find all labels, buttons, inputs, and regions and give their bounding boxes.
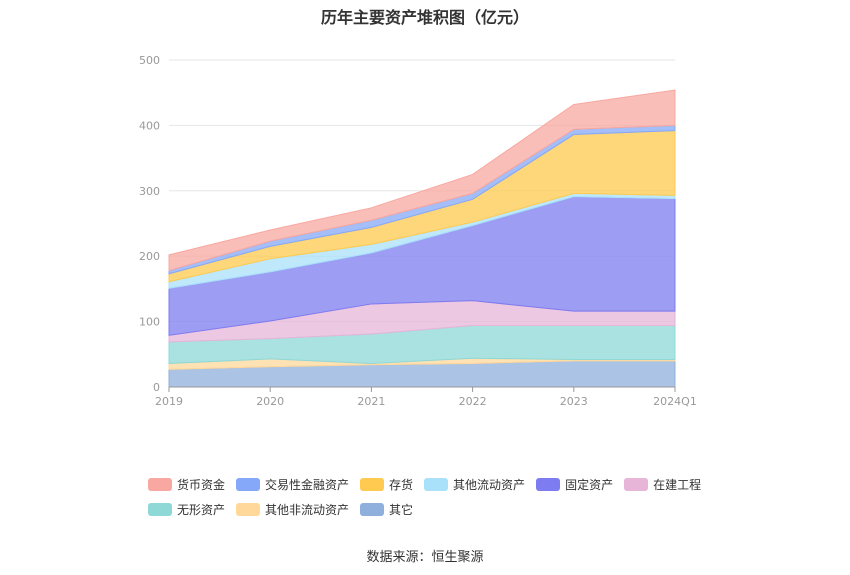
legend-label: 货币资金 [177,478,226,492]
legend-swatch [236,503,261,516]
legend-item[interactable]: 货币资金 [148,476,225,493]
legend-label: 其他流动资产 [453,478,526,492]
legend-item[interactable]: 无形资产 [148,501,225,518]
legend-swatch [148,503,172,516]
legend-swatch [148,478,172,491]
legend-swatch [360,503,385,516]
legend-item[interactable]: 交易性金融资产 [236,476,349,493]
legend-label: 存货 [389,478,414,492]
x-tick-label: 2020 [256,395,284,408]
legend-label: 固定资产 [565,478,614,492]
legend-label: 其他非流动资产 [265,503,350,517]
area-series-8 [168,89,676,272]
axes: 0 100 200 300 400 500 2019 2020 2021 2022 2023 2024… [139,54,697,408]
legend-label: 无形资产 [177,503,226,517]
area-series [168,89,676,388]
legend-swatch [236,478,261,491]
x-tick-label: 2021 [357,395,385,408]
legend-item[interactable]: 存货 [360,476,413,493]
legend-item[interactable]: 固定资产 [536,476,613,493]
legend-item[interactable]: 其他流动资产 [424,476,525,493]
y-tick-label: 100 [139,316,160,329]
legend-row: 货币资金 交易性金融资产 存货 其他流动资产 固定资产 在建工程 [148,472,748,497]
legend-item[interactable]: 在建工程 [624,476,701,493]
legend-row: 无形资产 其他非流动资产 其它 [148,497,748,522]
data-source-note: 数据来源：恒生聚源 [366,550,484,565]
legend-item[interactable]: 其他非流动资产 [236,501,349,518]
chart-title: 历年主要资产堆积图（亿元） [320,8,529,27]
y-tick-label: 300 [139,185,160,198]
legend-swatch [624,478,649,491]
y-tick-label: 0 [153,381,160,394]
legend-item[interactable]: 其它 [360,501,413,518]
legend-swatch [424,478,449,491]
x-tick-label: 2024Q1 [653,395,697,408]
legend-label: 交易性金融资产 [265,478,350,492]
x-tick-label: 2022 [459,395,487,408]
x-tick-label: 2019 [155,395,183,408]
legend-swatch [360,478,385,491]
y-tick-label: 500 [139,54,160,67]
x-tick-label: 2023 [560,395,588,408]
legend-label: 在建工程 [653,478,702,492]
y-tick-label: 400 [139,119,160,132]
y-tick-label: 200 [139,250,160,263]
legend-label: 其它 [389,503,414,517]
legend-swatch [536,478,561,491]
legend: 货币资金 交易性金融资产 存货 其他流动资产 固定资产 在建工程无形资产 其他非流动资产 其它 [148,472,748,522]
